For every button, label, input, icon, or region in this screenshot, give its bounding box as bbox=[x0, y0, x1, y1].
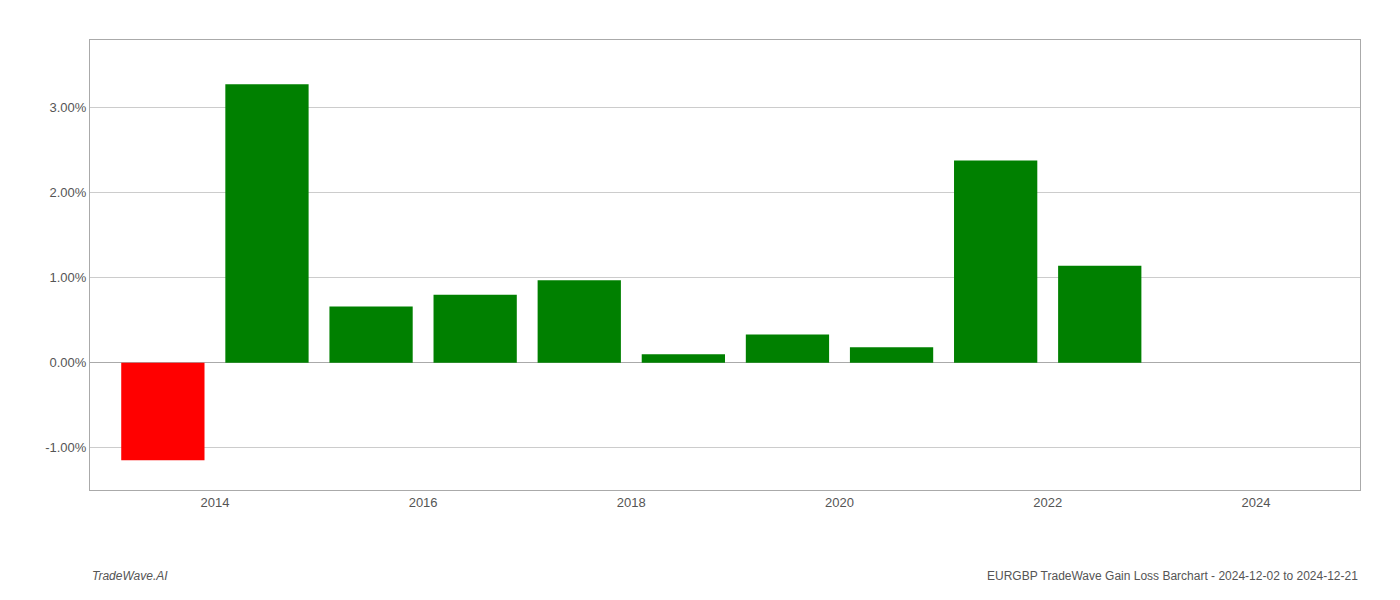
svg-text:3.00%: 3.00% bbox=[50, 100, 87, 115]
svg-text:2014: 2014 bbox=[200, 495, 229, 510]
svg-text:2018: 2018 bbox=[617, 495, 646, 510]
svg-text:EURGBP TradeWave Gain Loss Bar: EURGBP TradeWave Gain Loss Barchart - 20… bbox=[987, 569, 1358, 583]
svg-text:-1.00%: -1.00% bbox=[45, 440, 87, 455]
svg-text:2024: 2024 bbox=[1241, 495, 1270, 510]
svg-text:2022: 2022 bbox=[1033, 495, 1062, 510]
svg-text:2.00%: 2.00% bbox=[50, 185, 87, 200]
svg-text:TradeWave.AI: TradeWave.AI bbox=[92, 569, 168, 583]
svg-text:2016: 2016 bbox=[409, 495, 438, 510]
svg-text:2020: 2020 bbox=[825, 495, 854, 510]
svg-text:0.00%: 0.00% bbox=[50, 355, 87, 370]
svg-text:1.00%: 1.00% bbox=[50, 270, 87, 285]
